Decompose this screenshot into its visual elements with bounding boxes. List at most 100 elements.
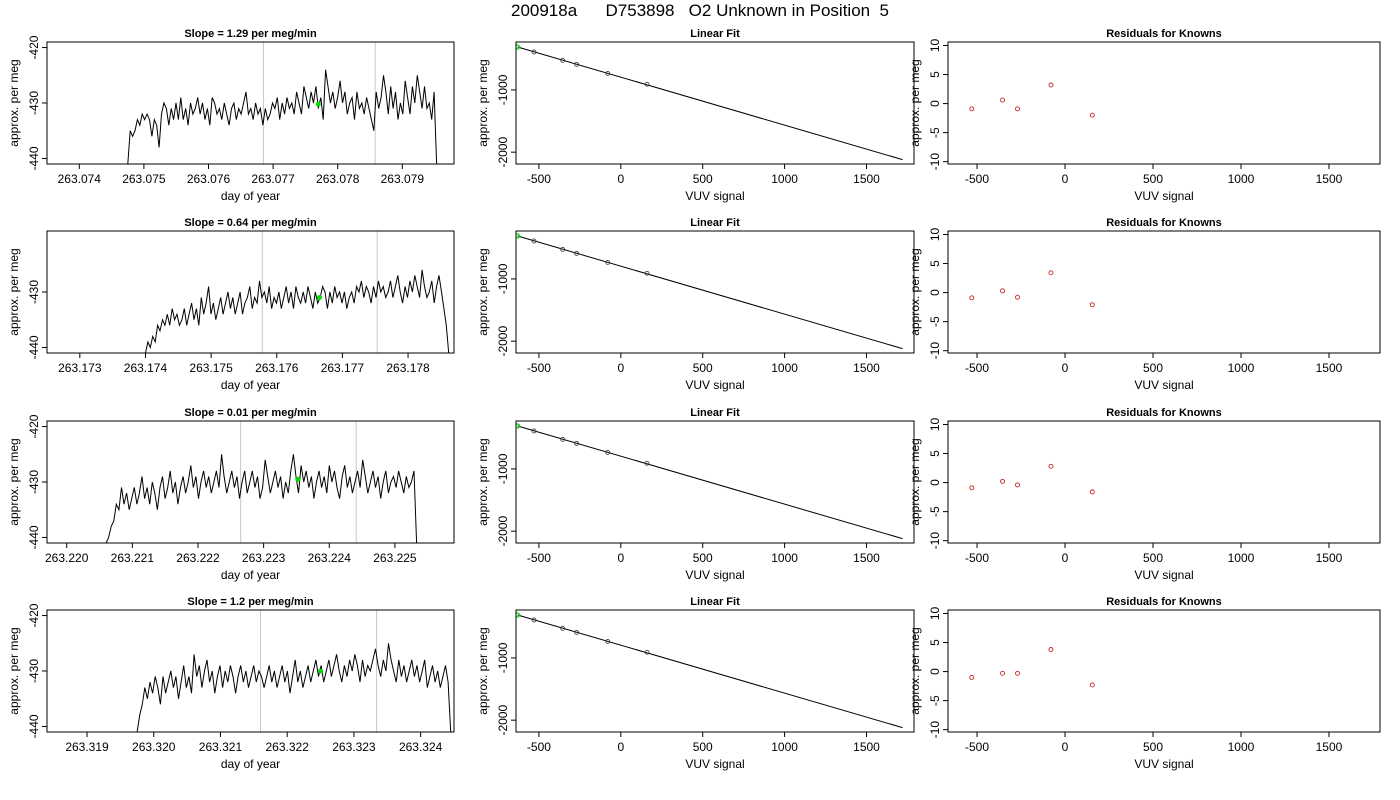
x-tick-label: -500 xyxy=(527,740,551,754)
y-tick-label: 0 xyxy=(928,289,942,296)
data-point xyxy=(1048,463,1054,469)
x-axis-label: VUV signal xyxy=(1134,189,1193,203)
x-tick-label: 1000 xyxy=(1228,172,1255,186)
data-point xyxy=(1089,489,1095,495)
y-tick-label: 10 xyxy=(928,417,942,431)
fit-line xyxy=(517,425,903,540)
data-point xyxy=(605,638,611,644)
x-tick-label: 263.075 xyxy=(122,172,166,186)
x-axis-label: VUV signal xyxy=(685,378,744,392)
x-tick-label: 263.321 xyxy=(199,740,243,754)
y-tick-label: 10 xyxy=(928,606,942,620)
y-tick-label: -420 xyxy=(27,603,41,627)
x-tick-label: 0 xyxy=(1062,172,1069,186)
highlight-point xyxy=(318,668,324,674)
data-point xyxy=(574,250,580,256)
x-tick-label: 500 xyxy=(1143,361,1163,375)
highlight-point xyxy=(516,233,521,239)
x-tick-label: 1500 xyxy=(853,740,880,754)
data-point xyxy=(1089,682,1095,688)
x-axis-label: VUV signal xyxy=(1134,568,1193,582)
data-point xyxy=(574,629,580,635)
x-tick-label: 500 xyxy=(693,172,713,186)
chart-title: Linear Fit xyxy=(690,28,740,40)
data-point xyxy=(1000,670,1005,676)
fit-line xyxy=(517,235,903,350)
x-tick-label: 263.175 xyxy=(189,361,233,375)
fit-line xyxy=(517,614,903,729)
plot-frame xyxy=(46,41,455,165)
x-tick-label: 263.076 xyxy=(187,172,231,186)
y-tick-label: 10 xyxy=(928,38,942,52)
chart-panel-1: Slope = 1.29 per meg/min 263.074 263.075 26… xyxy=(7,28,455,203)
x-tick-label: 263.074 xyxy=(58,172,102,186)
x-tick-label: 1000 xyxy=(1228,361,1255,375)
x-tick-label: 1000 xyxy=(771,361,798,375)
plot-frame xyxy=(515,609,915,733)
data-point xyxy=(531,238,537,244)
y-tick-label: -10 xyxy=(928,721,942,739)
x-tick-label: 263.173 xyxy=(58,361,102,375)
x-tick-label: 263.320 xyxy=(132,740,176,754)
y-tick-label: -420 xyxy=(27,414,41,438)
data-point xyxy=(969,106,975,112)
y-tick-label: -430 xyxy=(27,280,41,304)
y-tick-label: 5 xyxy=(928,260,942,267)
data-point xyxy=(644,460,650,466)
x-tick-label: 1000 xyxy=(1228,740,1255,754)
plot-frame xyxy=(515,420,915,544)
y-tick-label: -430 xyxy=(27,91,41,115)
plot-area xyxy=(516,44,903,161)
data-point xyxy=(1015,482,1020,488)
y-tick-label: -10 xyxy=(928,342,942,360)
y-tick-label: -2000 xyxy=(496,326,510,357)
data-point xyxy=(574,61,580,67)
chart-panel-4: Slope = 0.64 per meg/min 263.173 263.174 26… xyxy=(7,217,455,392)
y-axis-label: approx. per meg xyxy=(7,627,21,714)
x-tick-label: -500 xyxy=(527,172,551,186)
x-axis-label: day of year xyxy=(221,378,280,392)
x-tick-label: 263.078 xyxy=(316,172,360,186)
y-tick-label: 0 xyxy=(928,100,942,107)
x-tick-label: -500 xyxy=(965,551,989,565)
x-tick-label: 1500 xyxy=(1316,361,1343,375)
data-point xyxy=(560,57,566,63)
plot-frame xyxy=(947,420,1381,544)
data-point xyxy=(1015,294,1020,300)
x-axis-label: VUV signal xyxy=(1134,757,1193,771)
highlight-point xyxy=(316,295,322,301)
x-tick-label: 500 xyxy=(1143,172,1163,186)
x-tick-label: 263.176 xyxy=(255,361,299,375)
y-axis-label: approx. per meg xyxy=(476,248,490,335)
plot-frame xyxy=(515,41,915,165)
y-tick-label: 5 xyxy=(928,450,942,457)
chart-panel-9: Residuals for Knowns -500 0 500 1000 1500 -10 -… xyxy=(908,407,1381,582)
x-tick-label: 1500 xyxy=(853,551,880,565)
y-tick-label: -440 xyxy=(27,525,41,549)
y-axis-label: approx. per meg xyxy=(7,59,21,146)
x-tick-label: 263.221 xyxy=(111,551,155,565)
y-axis-label: approx. per meg xyxy=(476,438,490,525)
data-point xyxy=(1015,670,1020,676)
y-tick-label: 5 xyxy=(928,71,942,78)
x-axis-label: VUV signal xyxy=(685,189,744,203)
data-point xyxy=(1000,97,1005,103)
y-axis-label: approx. per meg xyxy=(476,627,490,714)
plot-frame xyxy=(46,230,455,354)
data-point xyxy=(605,449,611,455)
plot-area xyxy=(105,421,418,543)
plot-frame xyxy=(947,609,1381,733)
x-tick-label: 0 xyxy=(617,740,624,754)
data-point xyxy=(969,485,975,491)
x-tick-label: 263.079 xyxy=(381,172,425,186)
y-axis-label: approx. per meg xyxy=(7,248,21,335)
x-tick-label: 263.222 xyxy=(176,551,220,565)
x-tick-label: 500 xyxy=(1143,551,1163,565)
series-line xyxy=(127,69,438,164)
data-point xyxy=(644,649,650,655)
chart-panel-12: Residuals for Knowns -500 0 500 1000 1500 -10 -… xyxy=(908,596,1381,771)
data-point xyxy=(1089,112,1095,118)
y-tick-label: -5 xyxy=(928,127,942,138)
x-tick-label: 1000 xyxy=(1228,551,1255,565)
highlight-point xyxy=(516,612,521,618)
